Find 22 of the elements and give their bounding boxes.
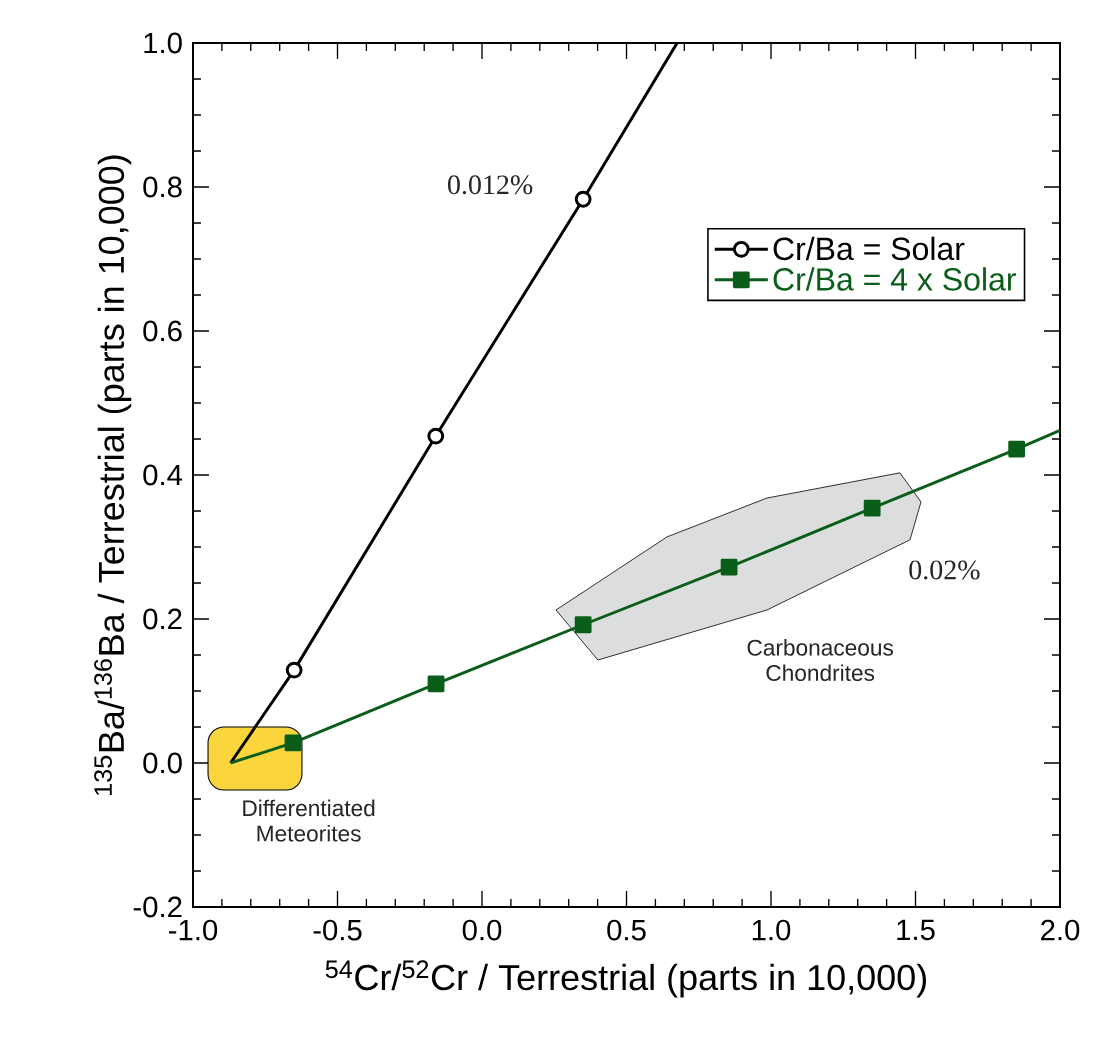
annotation: Differentiated Meteorites xyxy=(243,799,375,842)
x-tick-label: 1.0 xyxy=(752,919,791,941)
y-tick-label: 0.6 xyxy=(143,320,182,342)
x-tick-label: -0.5 xyxy=(313,919,362,941)
y-tick-label: 0.2 xyxy=(143,608,182,630)
y-tick-label: -0.2 xyxy=(133,896,182,918)
x-tick-label: 1.5 xyxy=(897,919,935,941)
y-axis-title: $^{135}$Ba/$^{136}$Ba / Terrestrial (parts in 10,000) xyxy=(94,155,132,795)
legend-label: Cr/Ba = 4 x Solar xyxy=(773,267,1016,291)
x-tick-label: -1.0 xyxy=(169,919,218,941)
x-tick-label: 0.0 xyxy=(462,919,502,941)
x-tick-label: 0.5 xyxy=(607,919,646,941)
y-tick-label: 0.4 xyxy=(143,464,183,486)
y-tick-label: 0.0 xyxy=(143,752,182,774)
annotation: Carbonaceous Chondrites xyxy=(747,639,894,682)
y-tick-label: 0.8 xyxy=(143,176,182,198)
legend-label: Cr/Ba = Solar xyxy=(773,236,965,261)
annotation: 0.012% xyxy=(448,175,533,195)
x-axis-title: $^{54}$Cr/$^{52}$Cr / Terrestrial (parts in 10,000) xyxy=(325,960,926,998)
x-tick-label: 2.0 xyxy=(1041,919,1080,941)
y-tick-label: 1.0 xyxy=(144,32,182,54)
annotation: 0.02% xyxy=(909,560,980,580)
